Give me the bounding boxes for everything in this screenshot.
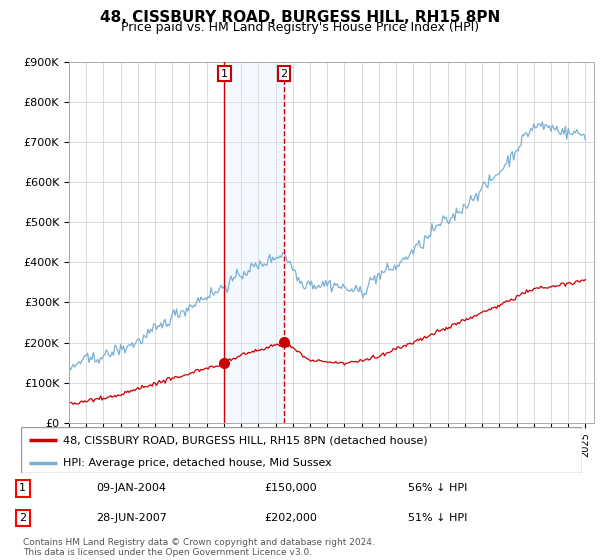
- Text: 48, CISSBURY ROAD, BURGESS HILL, RH15 8PN: 48, CISSBURY ROAD, BURGESS HILL, RH15 8P…: [100, 10, 500, 25]
- Text: 51% ↓ HPI: 51% ↓ HPI: [408, 513, 467, 523]
- Text: 28-JUN-2007: 28-JUN-2007: [96, 513, 167, 523]
- Text: 1: 1: [19, 483, 26, 493]
- Text: £150,000: £150,000: [264, 483, 317, 493]
- Text: £202,000: £202,000: [264, 513, 317, 523]
- Text: 2: 2: [19, 513, 26, 523]
- Text: 1: 1: [221, 69, 228, 78]
- Text: 48, CISSBURY ROAD, BURGESS HILL, RH15 8PN (detached house): 48, CISSBURY ROAD, BURGESS HILL, RH15 8P…: [63, 435, 428, 445]
- Text: Price paid vs. HM Land Registry's House Price Index (HPI): Price paid vs. HM Land Registry's House …: [121, 21, 479, 34]
- Text: 09-JAN-2004: 09-JAN-2004: [96, 483, 166, 493]
- Text: 56% ↓ HPI: 56% ↓ HPI: [408, 483, 467, 493]
- Text: Contains HM Land Registry data © Crown copyright and database right 2024.
This d: Contains HM Land Registry data © Crown c…: [23, 538, 374, 557]
- Bar: [224, 62, 284, 423]
- Text: HPI: Average price, detached house, Mid Sussex: HPI: Average price, detached house, Mid …: [63, 458, 332, 468]
- Text: 2: 2: [280, 69, 287, 78]
- FancyBboxPatch shape: [21, 427, 582, 473]
